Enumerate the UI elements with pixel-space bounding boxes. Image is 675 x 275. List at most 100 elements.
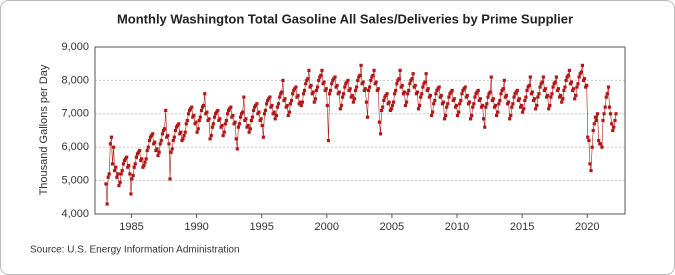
y-tick-label: 8,000 [61, 74, 89, 86]
data-point [542, 88, 546, 93]
data-point [148, 135, 153, 139]
data-point [400, 83, 404, 88]
data-point [601, 118, 605, 123]
data-point [270, 103, 274, 108]
data-point [419, 95, 423, 99]
data-point [539, 82, 543, 86]
data-point [385, 92, 389, 96]
data-point [191, 115, 195, 119]
data-point [530, 90, 535, 94]
data-point [149, 133, 154, 138]
data-point [180, 138, 184, 143]
data-point [459, 98, 463, 103]
data-point [540, 80, 544, 84]
data-point [297, 102, 301, 106]
data-point [222, 130, 226, 134]
data-point [147, 138, 152, 143]
data-point [491, 97, 495, 101]
data-point [427, 95, 432, 99]
data-point [334, 85, 338, 89]
data-point [192, 113, 196, 118]
data-point [421, 85, 425, 89]
data-point [186, 112, 191, 116]
data-point [284, 105, 288, 109]
data-point [202, 103, 206, 108]
data-point [381, 105, 385, 109]
data-point [425, 88, 429, 93]
data-point [229, 105, 233, 109]
data-point [458, 102, 462, 106]
data-point [126, 165, 130, 169]
data-point [293, 87, 297, 91]
data-point [260, 123, 264, 128]
data-point [437, 85, 441, 89]
data-point [398, 68, 402, 72]
data-point [255, 102, 259, 106]
data-point [167, 142, 171, 146]
data-point [497, 102, 501, 106]
x-tick-label: 1995 [249, 221, 273, 233]
data-point [241, 110, 245, 114]
data-point [466, 102, 471, 106]
data-point [212, 115, 217, 119]
data-point [605, 92, 609, 96]
data-point [533, 97, 537, 101]
data-point [312, 100, 316, 104]
data-point [496, 110, 500, 114]
data-point [128, 172, 132, 176]
x-tick-label: 2005 [380, 221, 404, 233]
data-point [565, 75, 569, 79]
data-point [450, 88, 454, 93]
data-point [602, 112, 606, 116]
data-point [390, 103, 395, 108]
data-point [142, 163, 146, 168]
data-point [481, 117, 486, 121]
data-point [508, 117, 512, 121]
data-point [178, 132, 182, 136]
data-point [112, 145, 116, 149]
data-point [551, 85, 555, 89]
data-point [317, 78, 321, 82]
data-point [422, 82, 426, 86]
data-point [325, 103, 329, 108]
data-point [174, 125, 179, 129]
data-point [187, 108, 192, 113]
data-point [586, 135, 590, 139]
data-point [477, 98, 481, 103]
data-point [547, 107, 551, 111]
data-point [523, 98, 527, 103]
data-point [488, 90, 492, 94]
data-point [123, 157, 128, 161]
data-point [442, 117, 447, 121]
data-point [478, 97, 482, 101]
data-point [156, 153, 160, 158]
data-point [161, 128, 166, 133]
data-point [370, 75, 374, 79]
data-point [109, 135, 114, 139]
data-point [250, 115, 255, 119]
data-point [559, 93, 563, 98]
data-point [310, 92, 314, 96]
data-point [127, 163, 131, 168]
data-point [433, 98, 437, 103]
data-point [194, 120, 198, 124]
data-point [556, 87, 561, 91]
data-point [305, 78, 309, 82]
data-point [516, 98, 520, 103]
data-point [562, 88, 566, 93]
data-point [217, 118, 221, 123]
data-point [407, 88, 411, 93]
data-point [258, 118, 262, 123]
data-point [243, 118, 247, 123]
data-point [263, 108, 268, 113]
data-point [435, 88, 439, 93]
data-point [345, 80, 349, 84]
data-point [410, 77, 414, 81]
data-point [322, 80, 326, 84]
data-point [387, 100, 391, 104]
data-point [446, 102, 450, 106]
data-point [571, 88, 575, 93]
data-point [567, 68, 571, 72]
data-point [528, 75, 532, 79]
